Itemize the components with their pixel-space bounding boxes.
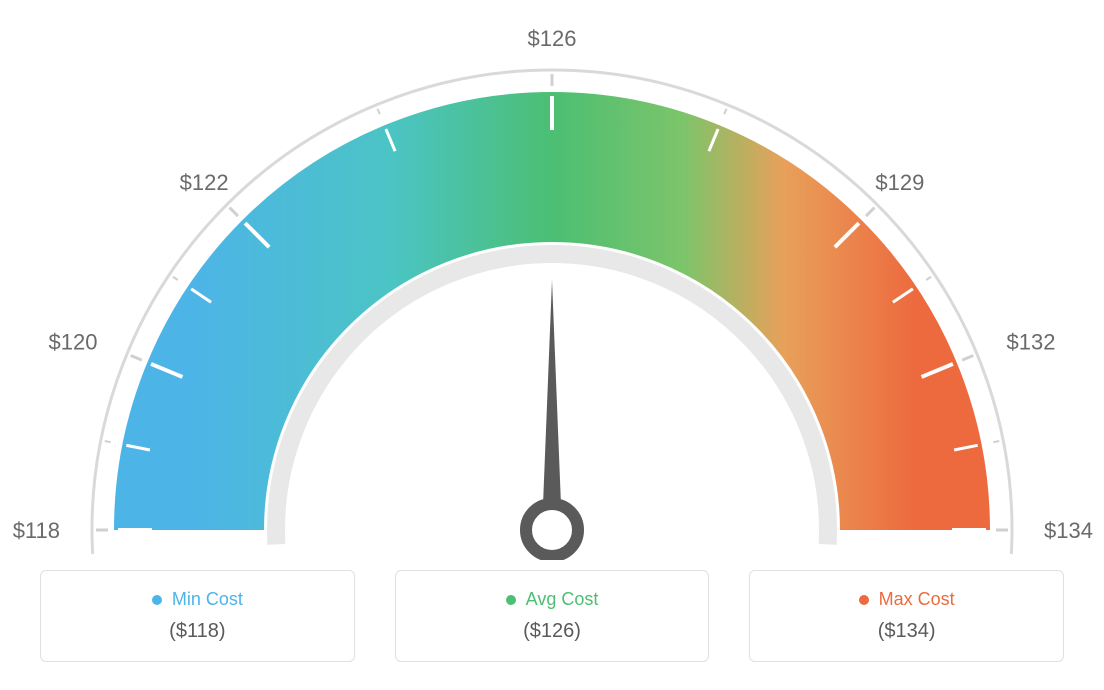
- legend-label: Avg Cost: [526, 589, 599, 610]
- gauge-tick-label: $126: [528, 26, 577, 51]
- legend-card: Avg Cost ($126): [395, 570, 710, 662]
- gauge-needle: [542, 280, 562, 530]
- gauge-chart: $118 $120 $122 $126 $129 $132 $134: [0, 0, 1104, 560]
- legend-dot: [506, 595, 516, 605]
- gauge-tick-label: $120: [48, 330, 97, 355]
- legend-label: Max Cost: [879, 589, 955, 610]
- legend-card: Max Cost ($134): [749, 570, 1064, 662]
- legend-dot: [859, 595, 869, 605]
- legend-card: Min Cost ($118): [40, 570, 355, 662]
- legend-title: Avg Cost: [506, 589, 599, 610]
- gauge-tick-label: $129: [875, 170, 924, 195]
- gauge-needle-hub: [526, 504, 578, 556]
- legend-dot: [152, 595, 162, 605]
- gauge-tick-label: $118: [13, 518, 60, 543]
- gauge-svg: $118 $120 $122 $126 $129 $132 $134: [0, 0, 1104, 560]
- legend-title: Min Cost: [152, 589, 243, 610]
- legend-row: Min Cost ($118) Avg Cost ($126) Max Cost…: [0, 570, 1104, 662]
- gauge-tick-label: $134: [1044, 518, 1093, 543]
- legend-value: ($134): [770, 620, 1043, 643]
- gauge-tick-label: $122: [180, 170, 229, 195]
- legend-value: ($118): [61, 620, 334, 643]
- legend-label: Min Cost: [172, 589, 243, 610]
- legend-title: Max Cost: [859, 589, 955, 610]
- gauge-tick-label: $132: [1007, 330, 1056, 355]
- legend-value: ($126): [416, 620, 689, 643]
